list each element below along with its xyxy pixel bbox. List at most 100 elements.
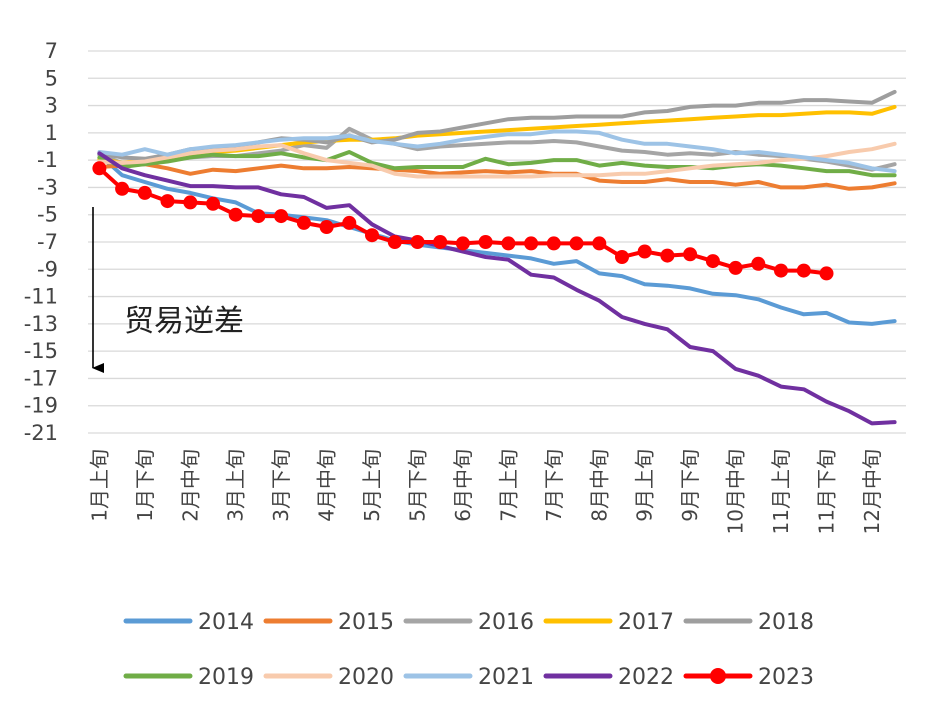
- data-point-2023: [774, 263, 788, 278]
- legend-item-2020: 2020: [263, 665, 394, 690]
- x-tick-label: 4月中旬: [315, 449, 339, 522]
- x-tick-label: 7月下旬: [542, 449, 566, 522]
- x-tick-label: 5月下旬: [405, 449, 429, 522]
- series-line-2015: [97, 162, 897, 191]
- y-tick-label: -7: [37, 230, 58, 254]
- data-point-2023: [319, 220, 334, 234]
- legend-item-2014: 2014: [123, 610, 254, 635]
- y-tick-label: -13: [24, 312, 58, 336]
- legend-label: 2023: [758, 665, 814, 690]
- legend-label: 2016: [478, 610, 534, 635]
- data-point-2023: [501, 236, 516, 251]
- y-tick-label: -19: [24, 394, 58, 418]
- x-tick-label: 8月中旬: [587, 449, 611, 522]
- data-point-2023: [410, 235, 425, 249]
- legend-label: 2015: [338, 610, 394, 635]
- y-tick-label: 5: [45, 66, 58, 90]
- x-axis: 1月上旬 1月下旬 2月中旬 3月上旬 3月下旬 4月中旬 5月上旬 5月下旬 6月中旬 7月上旬…: [87, 449, 884, 534]
- data-point-2023: [819, 266, 834, 281]
- legend-item-2021: 2021: [403, 665, 534, 690]
- series-2014: [97, 152, 897, 326]
- y-tick-label: -11: [24, 285, 58, 309]
- x-tick-label: 1月上旬: [87, 449, 111, 522]
- x-tick-label: 3月上旬: [224, 449, 248, 522]
- data-point-2023: [478, 235, 493, 249]
- x-tick-label: 6月中旬: [451, 449, 475, 522]
- data-point-2023: [433, 235, 448, 249]
- data-point-2023: [524, 236, 539, 251]
- data-point-2023: [751, 256, 766, 271]
- data-point-2023: [728, 260, 743, 275]
- data-point-2023: [160, 194, 175, 209]
- legend-item-2018: 2018: [683, 610, 814, 635]
- y-tick-label: -21: [24, 421, 58, 445]
- data-point-2023: [228, 207, 243, 222]
- y-tick-label: 7: [45, 39, 58, 63]
- data-point-2023: [796, 263, 811, 278]
- y-tick-label: -3: [37, 175, 58, 199]
- legend-label: 2019: [198, 665, 254, 690]
- data-point-2023: [206, 196, 220, 211]
- x-tick-label: 7月上旬: [496, 449, 520, 522]
- x-tick-label: 10月中旬: [724, 449, 748, 534]
- legend-item-2015: 2015: [263, 610, 394, 635]
- data-point-2023: [569, 236, 584, 251]
- data-point-2023: [705, 254, 720, 269]
- data-point-2023: [637, 244, 652, 259]
- x-tick-label: 3月下旬: [269, 449, 293, 522]
- data-point-2023: [683, 247, 698, 262]
- series-line-2020: [97, 141, 897, 179]
- data-point-2023: [274, 209, 289, 224]
- y-tick-label: -5: [37, 203, 58, 227]
- series-line-2014: [97, 152, 897, 326]
- legend-label: 2018: [758, 610, 814, 635]
- legend-marker: [710, 668, 726, 684]
- x-tick-label: 11月上旬: [769, 449, 793, 534]
- x-tick-label: 11月下旬: [814, 449, 838, 534]
- y-tick-label: -17: [24, 366, 58, 390]
- data-point-2023: [183, 195, 198, 210]
- x-tick-label: 9月上旬: [633, 449, 657, 522]
- y-tick-label: -15: [24, 339, 58, 363]
- data-point-2023: [137, 185, 152, 200]
- series-lines: [92, 89, 897, 426]
- legend-label: 2022: [618, 665, 674, 690]
- legend-label: 2017: [618, 610, 674, 635]
- x-tick-label: 1月下旬: [133, 449, 157, 522]
- x-tick-label: 2月中旬: [178, 449, 202, 522]
- data-point-2023: [342, 215, 357, 230]
- series-2022: [97, 151, 897, 426]
- x-tick-label: 9月下旬: [678, 449, 702, 522]
- x-tick-label: 5月上旬: [360, 449, 384, 522]
- data-point-2023: [546, 236, 561, 251]
- deficit-annotation: 贸易逆差: [92, 207, 244, 373]
- y-tick-label: 1: [45, 121, 58, 145]
- deficit-label: 贸易逆差: [124, 304, 244, 339]
- legend-label: 2014: [198, 610, 254, 635]
- x-tick-label: 12月中旬: [860, 449, 884, 534]
- legend-label: 2021: [478, 665, 534, 690]
- data-point-2023: [92, 161, 107, 176]
- y-tick-label: -9: [37, 257, 58, 281]
- data-point-2023: [365, 228, 379, 243]
- data-point-2023: [115, 181, 130, 196]
- series-2020: [97, 141, 897, 179]
- series-2023: [92, 161, 834, 281]
- y-axis: 7 5 3 1 -1 -3 -5 -7 -9 -11 -13 -15 -17 -19 -21: [24, 39, 58, 445]
- legend-item-2019: 2019: [123, 665, 254, 690]
- legend-item-2016: 2016: [403, 610, 534, 635]
- data-point-2023: [296, 215, 311, 230]
- series-line-2021: [97, 129, 897, 174]
- legend-item-2023: 2023: [683, 665, 814, 690]
- legend-label: 2020: [338, 665, 394, 690]
- legend-item-2022: 2022: [543, 665, 674, 690]
- data-point-2023: [387, 235, 402, 249]
- y-tick-label: -1: [37, 148, 58, 172]
- series-2015: [97, 162, 897, 191]
- data-point-2023: [660, 248, 675, 263]
- legend: 2014 2015 2016 2017 2018 2019 2020 2021 2022 2023: [123, 610, 814, 690]
- series-2021: [97, 129, 897, 174]
- data-point-2023: [455, 236, 470, 251]
- series-line-2022: [97, 151, 897, 426]
